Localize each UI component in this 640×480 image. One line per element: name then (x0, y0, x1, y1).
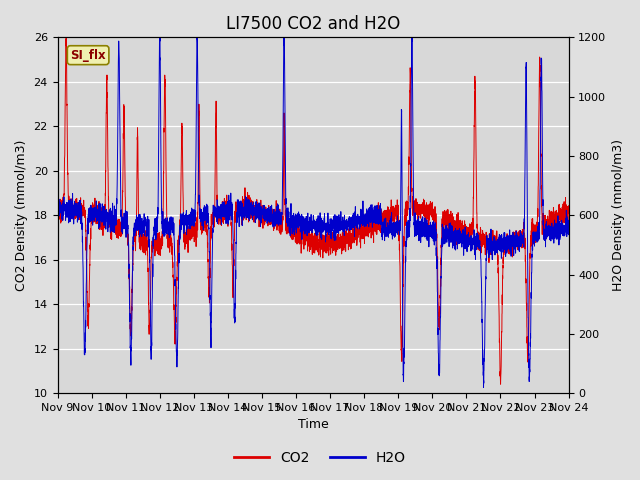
H2O (479, 384, 487, 390)
H2O (145, 239, 153, 245)
H2O (564, 225, 572, 230)
H2O (294, 220, 301, 226)
Text: SI_flx: SI_flx (70, 48, 106, 62)
CO2 (428, 201, 435, 206)
CO2 (564, 209, 572, 215)
CO2 (456, 217, 464, 223)
X-axis label: Time: Time (298, 419, 328, 432)
CO2 (399, 282, 407, 288)
CO2 (146, 330, 154, 336)
H2O (456, 228, 464, 234)
CO2 (497, 381, 504, 387)
H2O (428, 227, 435, 233)
Y-axis label: CO2 Density (mmol/m3): CO2 Density (mmol/m3) (15, 140, 28, 291)
CO2 (62, 35, 70, 40)
Title: LI7500 CO2 and H2O: LI7500 CO2 and H2O (226, 15, 400, 33)
Y-axis label: H2O Density (mmol/m3): H2O Density (mmol/m3) (612, 139, 625, 291)
Legend: CO2, H2O: CO2, H2O (228, 445, 412, 471)
CO2 (564, 203, 572, 209)
CO2 (294, 229, 301, 235)
H2O (156, 35, 163, 40)
H2O (399, 351, 407, 357)
CO2 (54, 199, 61, 205)
H2O (54, 209, 61, 215)
H2O (564, 230, 572, 236)
Line: CO2: CO2 (58, 37, 568, 384)
Line: H2O: H2O (58, 37, 568, 387)
